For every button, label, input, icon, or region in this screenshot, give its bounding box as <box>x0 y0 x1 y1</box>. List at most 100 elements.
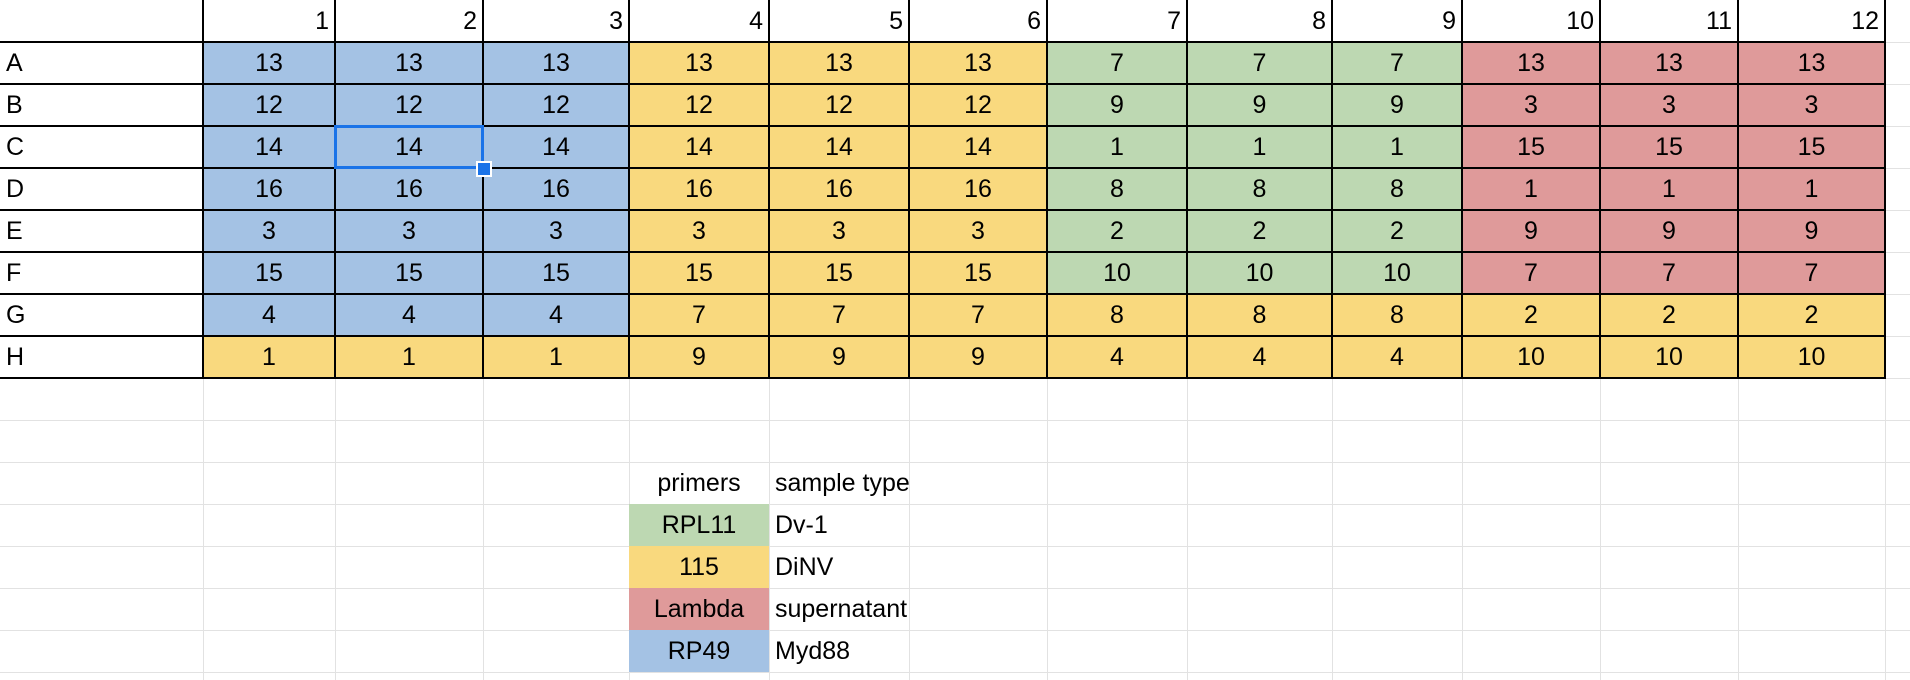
well-H6[interactable]: 9 <box>909 336 1047 378</box>
well-B12[interactable]: 3 <box>1738 84 1885 126</box>
well-C7[interactable]: 1 <box>1047 126 1187 168</box>
column-header-6[interactable]: 6 <box>1027 6 1041 35</box>
well-C6[interactable]: 14 <box>909 126 1047 168</box>
well-H7[interactable]: 4 <box>1047 336 1187 378</box>
well-H8[interactable]: 4 <box>1187 336 1332 378</box>
well-A12[interactable]: 13 <box>1738 42 1885 84</box>
well-B1[interactable]: 12 <box>203 84 335 126</box>
well-C1[interactable]: 14 <box>203 126 335 168</box>
well-H12[interactable]: 10 <box>1738 336 1885 378</box>
row-label-A[interactable]: A <box>6 48 23 77</box>
column-header-10[interactable]: 10 <box>1566 6 1594 35</box>
well-B7[interactable]: 9 <box>1047 84 1187 126</box>
well-D11[interactable]: 1 <box>1600 168 1738 210</box>
well-D10[interactable]: 1 <box>1462 168 1600 210</box>
well-D3[interactable]: 16 <box>483 168 629 210</box>
well-B4[interactable]: 12 <box>629 84 769 126</box>
legend-primer-rpl11[interactable]: RPL11 <box>629 504 769 546</box>
well-E2[interactable]: 3 <box>335 210 483 252</box>
well-A7[interactable]: 7 <box>1047 42 1187 84</box>
well-D9[interactable]: 8 <box>1332 168 1462 210</box>
well-G4[interactable]: 7 <box>629 294 769 336</box>
well-H10[interactable]: 10 <box>1462 336 1600 378</box>
row-label-B[interactable]: B <box>6 90 23 119</box>
well-F7[interactable]: 10 <box>1047 252 1187 294</box>
row-label-D[interactable]: D <box>6 174 25 203</box>
well-F10[interactable]: 7 <box>1462 252 1600 294</box>
column-header-4[interactable]: 4 <box>749 6 763 35</box>
well-F4[interactable]: 15 <box>629 252 769 294</box>
well-G1[interactable]: 4 <box>203 294 335 336</box>
well-B11[interactable]: 3 <box>1600 84 1738 126</box>
well-E11[interactable]: 9 <box>1600 210 1738 252</box>
well-C10[interactable]: 15 <box>1462 126 1600 168</box>
column-header-7[interactable]: 7 <box>1167 6 1181 35</box>
well-D12[interactable]: 1 <box>1738 168 1885 210</box>
well-A9[interactable]: 7 <box>1332 42 1462 84</box>
column-header-3[interactable]: 3 <box>609 6 623 35</box>
well-E12[interactable]: 9 <box>1738 210 1885 252</box>
active-cell-selection[interactable] <box>334 125 484 169</box>
well-G2[interactable]: 4 <box>335 294 483 336</box>
column-header-5[interactable]: 5 <box>889 6 903 35</box>
well-G12[interactable]: 2 <box>1738 294 1885 336</box>
well-H3[interactable]: 1 <box>483 336 629 378</box>
legend-primer-rp49[interactable]: RP49 <box>629 630 769 672</box>
well-E1[interactable]: 3 <box>203 210 335 252</box>
well-F3[interactable]: 15 <box>483 252 629 294</box>
well-D7[interactable]: 8 <box>1047 168 1187 210</box>
well-B10[interactable]: 3 <box>1462 84 1600 126</box>
well-G5[interactable]: 7 <box>769 294 909 336</box>
well-C11[interactable]: 15 <box>1600 126 1738 168</box>
row-label-H[interactable]: H <box>6 342 25 371</box>
legend-sample-type[interactable]: Myd88 <box>775 636 851 665</box>
well-B2[interactable]: 12 <box>335 84 483 126</box>
well-A5[interactable]: 13 <box>769 42 909 84</box>
well-C4[interactable]: 14 <box>629 126 769 168</box>
well-F8[interactable]: 10 <box>1187 252 1332 294</box>
row-label-E[interactable]: E <box>6 216 23 245</box>
well-C5[interactable]: 14 <box>769 126 909 168</box>
well-E8[interactable]: 2 <box>1187 210 1332 252</box>
row-label-F[interactable]: F <box>6 258 22 287</box>
well-B3[interactable]: 12 <box>483 84 629 126</box>
well-B5[interactable]: 12 <box>769 84 909 126</box>
well-E3[interactable]: 3 <box>483 210 629 252</box>
well-G8[interactable]: 8 <box>1187 294 1332 336</box>
well-G6[interactable]: 7 <box>909 294 1047 336</box>
well-E10[interactable]: 9 <box>1462 210 1600 252</box>
column-header-11[interactable]: 11 <box>1706 6 1732 35</box>
well-D8[interactable]: 8 <box>1187 168 1332 210</box>
well-A1[interactable]: 13 <box>203 42 335 84</box>
well-F9[interactable]: 10 <box>1332 252 1462 294</box>
well-F11[interactable]: 7 <box>1600 252 1738 294</box>
well-C3[interactable]: 14 <box>483 126 629 168</box>
well-B8[interactable]: 9 <box>1187 84 1332 126</box>
well-G9[interactable]: 8 <box>1332 294 1462 336</box>
fill-handle[interactable] <box>476 161 492 177</box>
well-H9[interactable]: 4 <box>1332 336 1462 378</box>
column-header-8[interactable]: 8 <box>1312 6 1326 35</box>
well-H5[interactable]: 9 <box>769 336 909 378</box>
well-C9[interactable]: 1 <box>1332 126 1462 168</box>
well-F6[interactable]: 15 <box>909 252 1047 294</box>
well-F1[interactable]: 15 <box>203 252 335 294</box>
legend-sample-type[interactable]: DiNV <box>775 552 834 581</box>
well-E9[interactable]: 2 <box>1332 210 1462 252</box>
well-H11[interactable]: 10 <box>1600 336 1738 378</box>
column-header-12[interactable]: 12 <box>1851 6 1879 35</box>
well-F12[interactable]: 7 <box>1738 252 1885 294</box>
well-G10[interactable]: 2 <box>1462 294 1600 336</box>
column-header-9[interactable]: 9 <box>1442 6 1456 35</box>
well-A3[interactable]: 13 <box>483 42 629 84</box>
well-D2[interactable]: 16 <box>335 168 483 210</box>
well-C12[interactable]: 15 <box>1738 126 1885 168</box>
well-F2[interactable]: 15 <box>335 252 483 294</box>
well-A6[interactable]: 13 <box>909 42 1047 84</box>
well-D5[interactable]: 16 <box>769 168 909 210</box>
well-A11[interactable]: 13 <box>1600 42 1738 84</box>
well-H4[interactable]: 9 <box>629 336 769 378</box>
well-G7[interactable]: 8 <box>1047 294 1187 336</box>
well-E5[interactable]: 3 <box>769 210 909 252</box>
